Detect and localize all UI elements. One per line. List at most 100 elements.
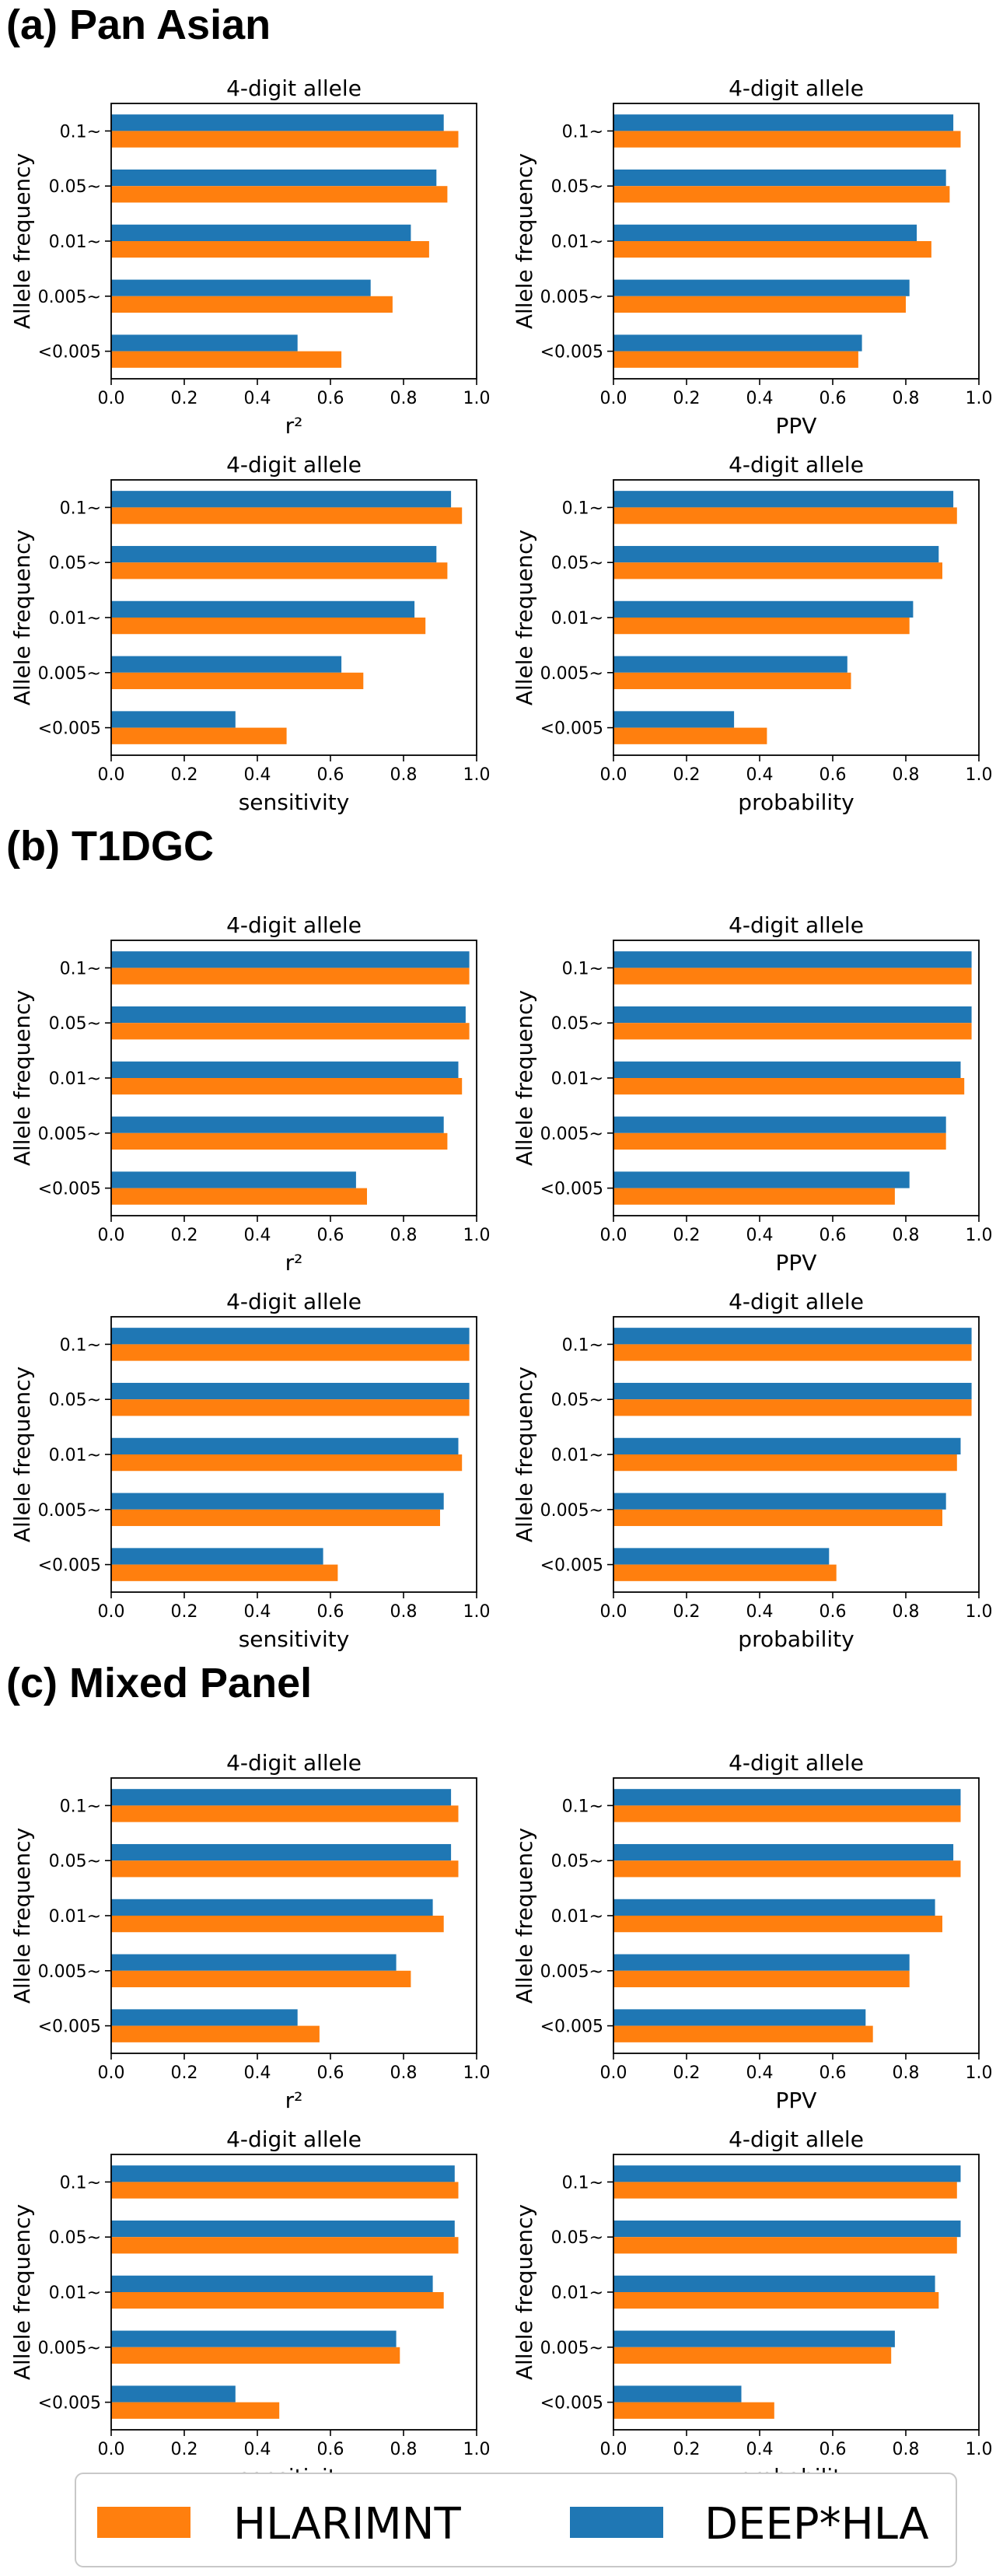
bar-deep-hla-2 <box>613 1382 972 1400</box>
bar-deep-hla-1 <box>111 951 470 968</box>
bar-hlarimnt-5 <box>613 351 858 368</box>
y-tick-label: 0.05~ <box>49 2228 101 2248</box>
bar-deep-hla-3 <box>613 224 917 241</box>
bar-hlarimnt-3 <box>111 241 429 258</box>
bar-deep-hla-2 <box>111 545 437 563</box>
y-tick-label: 0.01~ <box>49 1069 101 1089</box>
y-tick-label: <0.005 <box>540 1180 603 1199</box>
y-axis-label: Allele frequency <box>9 530 35 705</box>
bar-hlarimnt-1 <box>613 507 957 524</box>
bar-deep-hla-4 <box>613 1954 910 1971</box>
y-tick-label: 0.01~ <box>551 609 603 628</box>
y-tick-label: <0.005 <box>540 2394 603 2413</box>
y-tick-label: 0.005~ <box>38 664 101 684</box>
y-axis-label: Allele frequency <box>9 990 35 1166</box>
y-tick-label: 0.05~ <box>551 2228 603 2248</box>
x-tick-label: 1.0 <box>463 1602 491 1622</box>
x-tick-label: 0.8 <box>893 1226 920 1245</box>
x-tick-label: 0.6 <box>820 1602 847 1622</box>
y-tick-label: 0.05~ <box>49 1852 101 1871</box>
section-title: (a) Pan Asian <box>6 2 271 48</box>
x-axis-label: r² <box>285 2088 303 2113</box>
y-tick-label: 0.05~ <box>49 554 101 573</box>
bar-hlarimnt-5 <box>111 2025 320 2042</box>
y-tick-label: 0.1~ <box>562 499 603 518</box>
y-axis-label: Allele frequency <box>512 530 537 705</box>
x-tick-label: 0.4 <box>746 1602 774 1622</box>
bar-hlarimnt-1 <box>111 507 463 524</box>
bar-hlarimnt-1 <box>613 1805 961 1822</box>
plot-frame <box>110 1777 477 2054</box>
x-tick-label: 0.8 <box>893 2063 920 2083</box>
panel-title: 4-digit allele <box>729 452 864 478</box>
x-tick-label: 1.0 <box>966 2440 993 2459</box>
y-tick-label: 0.05~ <box>551 1391 603 1410</box>
bar-deep-hla-2 <box>111 2220 455 2238</box>
bar-deep-hla-1 <box>613 1328 972 1345</box>
x-tick-label: 1.0 <box>966 2063 993 2083</box>
plot-frame <box>613 2154 980 2431</box>
y-tick-label: 0.005~ <box>38 1962 101 1982</box>
bar-hlarimnt-1 <box>613 968 972 985</box>
x-tick-label: 0.0 <box>600 1602 627 1622</box>
y-tick-label: 0.005~ <box>38 288 101 307</box>
bar-deep-hla-4 <box>613 656 847 673</box>
x-tick-label: 0.6 <box>820 2063 847 2083</box>
x-tick-label: 0.6 <box>820 2440 847 2459</box>
bar-hlarimnt-5 <box>613 2402 774 2419</box>
panel-title: 4-digit allele <box>729 912 864 938</box>
y-tick-label: 0.05~ <box>551 1014 603 1034</box>
x-tick-label: 1.0 <box>463 2440 491 2459</box>
x-tick-label: 0.0 <box>98 2063 125 2083</box>
x-tick-label: 1.0 <box>966 1602 993 1622</box>
bar-deep-hla-4 <box>613 2330 895 2347</box>
bar-hlarimnt-3 <box>111 2292 444 2309</box>
y-tick-label: 0.05~ <box>551 1852 603 1871</box>
y-tick-label: <0.005 <box>38 719 101 739</box>
section-title: (b) T1DGC <box>6 823 214 870</box>
y-axis-label: Allele frequency <box>9 153 35 329</box>
panel-4: 4-digit allele 0.1~ 0.05~ 0.01~ 0.005~ <0.005… <box>512 2126 993 2490</box>
bar-deep-hla-2 <box>613 1843 954 1861</box>
bar-hlarimnt-5 <box>111 1188 367 1205</box>
bar-hlarimnt-4 <box>613 2347 892 2364</box>
bar-hlarimnt-5 <box>111 1564 338 1581</box>
panel-3: 4-digit allele 0.1~ 0.05~ 0.01~ 0.005~ <0.005… <box>9 1289 491 1652</box>
plot-frame <box>110 940 477 1216</box>
x-tick-label: 0.6 <box>820 389 847 408</box>
bar-deep-hla-3 <box>613 1061 961 1078</box>
y-tick-label: 0.1~ <box>562 122 603 142</box>
x-axis-label: PPV <box>776 1250 817 1276</box>
x-axis-label: sensitivity <box>239 1626 350 1652</box>
bar-deep-hla-5 <box>613 334 862 352</box>
bar-deep-hla-2 <box>111 1843 452 1861</box>
x-tick-label: 0.2 <box>171 2440 198 2459</box>
bar-deep-hla-3 <box>613 600 914 618</box>
bar-hlarimnt-1 <box>111 1344 470 1361</box>
y-tick-label: 0.005~ <box>540 2339 603 2358</box>
y-tick-label: 0.01~ <box>551 1446 603 1465</box>
y-tick-label: 0.005~ <box>540 288 603 307</box>
bar-hlarimnt-4 <box>613 1970 910 1988</box>
bar-deep-hla-3 <box>111 1061 459 1078</box>
bar-deep-hla-4 <box>111 2330 397 2347</box>
x-tick-label: 0.0 <box>98 389 125 408</box>
bar-hlarimnt-4 <box>111 672 364 690</box>
y-tick-label: <0.005 <box>38 1556 101 1576</box>
y-tick-label: 0.01~ <box>49 1907 101 1927</box>
bar-deep-hla-1 <box>111 114 444 131</box>
x-tick-label: 0.2 <box>673 765 701 785</box>
bar-hlarimnt-4 <box>111 296 393 313</box>
bar-hlarimnt-2 <box>613 1399 972 1416</box>
bar-hlarimnt-1 <box>613 131 961 148</box>
y-tick-label: 0.1~ <box>562 2173 603 2193</box>
x-tick-label: 0.4 <box>244 1226 271 1245</box>
bar-deep-hla-2 <box>613 169 946 187</box>
bar-hlarimnt-5 <box>613 1564 837 1581</box>
bar-hlarimnt-2 <box>613 2237 957 2254</box>
y-axis-label: Allele frequency <box>512 1367 537 1542</box>
plot-frame <box>613 1316 980 1593</box>
panel-4: 4-digit allele 0.1~ 0.05~ 0.01~ 0.005~ <0.005… <box>512 452 993 815</box>
bar-deep-hla-1 <box>613 1789 961 1806</box>
